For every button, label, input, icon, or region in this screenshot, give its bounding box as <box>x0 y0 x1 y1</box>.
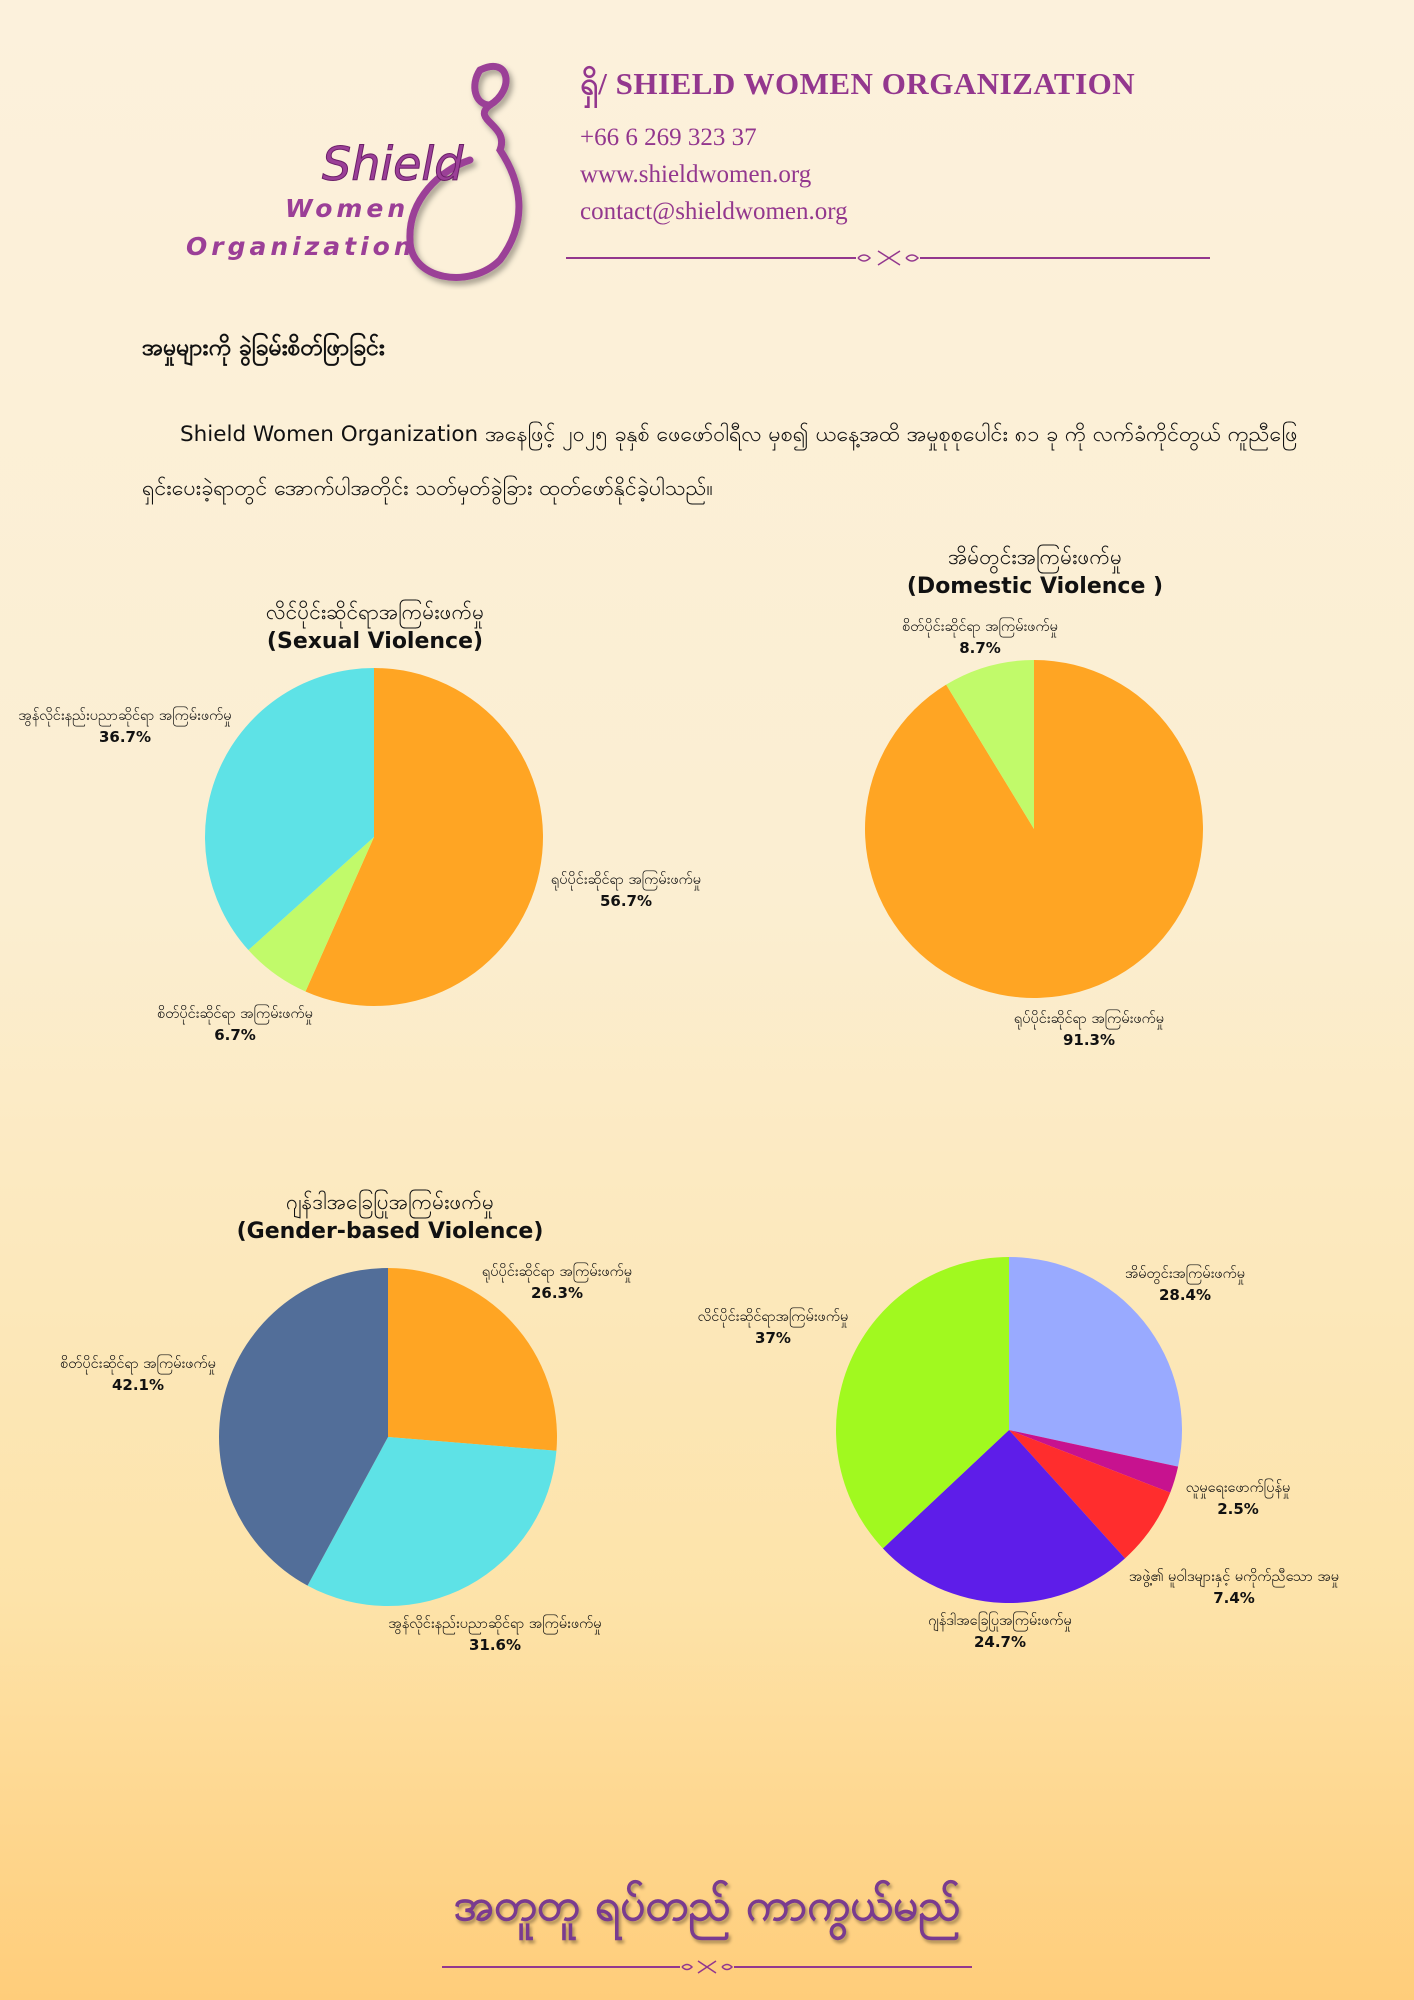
chart4-label-gender-name: ဂျန်ဒါအခြေပြုအကြမ်းဖက်မှု <box>928 1613 1072 1629</box>
intro-paragraph: Shield Women Organization အနေဖြင့် ၂၀၂၅ … <box>142 422 1298 501</box>
chart2-label-psychological: စိတ်ပိုင်းဆိုင်ရာ အကြမ်းဖက်မှု 8.7% <box>895 617 1065 659</box>
footer-slogan: အတူတူ ရပ်တည် ကာကွယ်မည် <box>453 1880 961 1931</box>
chart4-label-social-pct: 2.5% <box>1217 1500 1259 1518</box>
chart4-label-policy-name: အဖွဲ့၏ မူဝါဒများနှင့် မကိုက်ညီသော အမှု <box>1128 1569 1340 1585</box>
chart1-slice-2 <box>204 668 374 951</box>
chart4-label-policy: အဖွဲ့၏ မူဝါဒများနှင့် မကိုက်ညီသော အမှု 7… <box>1114 1567 1354 1609</box>
chart4-label-sexual-pct: 37% <box>755 1329 791 1347</box>
chart3-label-psychological-pct: 42.1% <box>111 1376 165 1394</box>
chart4-label-domestic-pct: 28.4% <box>1158 1286 1212 1304</box>
chart3-slice-0 <box>388 1268 557 1451</box>
chart2-slice-1 <box>946 660 1034 829</box>
chart2-label-psychological-pct: 8.7% <box>959 639 1001 657</box>
chart4-slice-2 <box>1009 1430 1171 1559</box>
chart4-label-gender: ဂျန်ဒါအခြေပြုအကြမ်းဖက်မှု 24.7% <box>920 1611 1080 1653</box>
chart3-label-physical-name: ရုပ်ပိုင်းဆိုင်ရာ အကြမ်းဖက်မှု <box>481 1264 633 1280</box>
footer-divider <box>442 1960 972 1974</box>
chart4-slice-4 <box>836 1257 1009 1549</box>
chart3-label-online-pct: 31.6% <box>468 1636 522 1654</box>
chart4-label-gender-pct: 24.7% <box>973 1633 1027 1651</box>
chart4-label-domestic: အိမ်တွင်းအကြမ်းဖက်မှု 28.4% <box>1110 1264 1260 1306</box>
chart1-pie <box>204 668 543 1006</box>
logo-word: Shield <box>322 137 464 191</box>
chart3-label-physical: ရုပ်ပိုင်းဆိုင်ရာ အကြမ်းဖက်မှု 26.3% <box>472 1262 642 1304</box>
chart2-pie <box>865 660 1203 998</box>
chart1-label-online-name: အွန်လိုင်းနည်းပညာဆိုင်ရာ အကြမ်းဖက်မှု <box>18 708 232 724</box>
chart4-slice-0 <box>1009 1257 1182 1467</box>
chart4-label-social: လူမှုရေးဖောက်ပြန်မှု 2.5% <box>1168 1478 1308 1520</box>
chart1-label-physical-name: ရုပ်ပိုင်းဆိုင်ရာ အကြမ်းဖက်မှု <box>550 872 702 888</box>
chart3-label-psychological-name: စိတ်ပိုင်းဆိုင်ရာ အကြမ်းဖက်မှု <box>60 1356 216 1372</box>
chart3-title-mm: ဂျန်ဒါအခြေပြုအကြမ်းဖက်မှု <box>286 1190 494 1214</box>
chart4-slice-3 <box>882 1430 1126 1603</box>
chart2-label-psychological-name: စိတ်ပိုင်းဆိုင်ရာ အကြမ်းဖက်မှု <box>902 619 1058 635</box>
chart1-label-psychological: စိတ်ပိုင်းဆိုင်ရာ အကြမ်းဖက်မှု 6.7% <box>150 1004 320 1046</box>
chart3-label-online-name: အွန်လိုင်းနည်းပညာဆိုင်ရာ အကြမ်းဖက်မှု <box>388 1616 602 1632</box>
chart4-slice-1 <box>1009 1430 1179 1493</box>
chart3-label-physical-pct: 26.3% <box>530 1284 584 1302</box>
chart3-slice-1 <box>307 1437 557 1606</box>
chart1-slice-0 <box>305 668 543 1006</box>
chart4-label-sexual: လိင်ပိုင်းဆိုင်ရာအကြမ်းဖက်မှု 37% <box>688 1307 858 1349</box>
chart2-title-en: (Domestic Violence ) <box>906 574 1164 599</box>
chart1-title-en: (Sexual Violence) <box>266 629 484 654</box>
chart3-title: ဂျန်ဒါအခြေပြုအကြမ်းဖက်မှု (Gender-based … <box>215 1188 565 1246</box>
logo-line2: Organization <box>186 232 416 261</box>
header-divider <box>566 250 1210 266</box>
chart1-title-mm: လိင်ပိုင်းဆိုင်ရာအကြမ်းဖက်မှု <box>265 600 485 624</box>
section-heading: အမှုများကို ခွဲခြမ်းစိတ်ဖြာခြင်း <box>142 335 385 361</box>
chart1-slice-1 <box>248 837 374 992</box>
chart2-title: အိမ်တွင်းအကြမ်းဖက်မှု (Domestic Violence… <box>860 543 1210 601</box>
chart4-pie <box>836 1257 1182 1603</box>
org-name: ရှိ/ SHIELD WOMEN ORGANIZATION <box>580 66 1136 101</box>
logo-line1: Women <box>285 194 409 223</box>
chart3-pie <box>218 1268 557 1606</box>
chart2-title-mm: အိမ်တွင်းအကြမ်းဖက်မှု <box>948 545 1122 569</box>
chart1-label-psychological-name: စိတ်ပိုင်းဆိုင်ရာ အကြမ်းဖက်မှု <box>157 1006 313 1022</box>
org-email[interactable]: contact@shieldwomen.org <box>580 198 848 225</box>
chart3-title-en: (Gender-based Violence) <box>236 1219 544 1244</box>
chart3-label-online: အွန်လိုင်းနည်းပညာဆိုင်ရာ အကြမ်းဖက်မှု 31… <box>375 1614 615 1656</box>
chart2-label-physical-name: ရုပ်ပိုင်းဆိုင်ရာ အကြမ်းဖက်မှု <box>1013 1011 1165 1027</box>
chart1-label-psychological-pct: 6.7% <box>214 1026 256 1044</box>
chart1-label-online-pct: 36.7% <box>98 728 152 746</box>
chart4-label-policy-pct: 7.4% <box>1213 1589 1255 1607</box>
chart3-label-psychological: စိတ်ပိုင်းဆိုင်ရာ အကြမ်းဖက်မှု 42.1% <box>53 1354 223 1396</box>
chart1-title: လိင်ပိုင်းဆိုင်ရာအကြမ်းဖက်မှု (Sexual Vi… <box>200 598 550 656</box>
chart1-label-physical: ရုပ်ပိုင်းဆိုင်ရာ အကြမ်းဖက်မှု 56.7% <box>541 870 711 912</box>
chart3-slice-2 <box>218 1268 388 1586</box>
shield-logo: Shield Women Organization <box>186 62 523 281</box>
org-info: ရှိ/ SHIELD WOMEN ORGANIZATION +66 6 269… <box>580 64 1135 235</box>
chart2-label-physical: ရုပ်ပိုင်းဆိုင်ရာ အကြမ်းဖက်မှု 91.3% <box>1004 1009 1174 1051</box>
chart4-label-social-name: လူမှုရေးဖောက်ပြန်မှု <box>1185 1480 1291 1496</box>
chart4-label-domestic-name: အိမ်တွင်းအကြမ်းဖက်မှု <box>1124 1266 1246 1282</box>
org-phone: +66 6 269 323 37 <box>580 124 757 151</box>
chart1-label-physical-pct: 56.7% <box>599 892 653 910</box>
chart1-label-online: အွန်လိုင်းနည်းပညာဆိုင်ရာ အကြမ်းဖက်မှု 36… <box>10 706 240 748</box>
org-website[interactable]: www.shieldwomen.org <box>580 161 812 188</box>
chart4-label-sexual-name: လိင်ပိုင်းဆိုင်ရာအကြမ်းဖက်မှု <box>697 1309 849 1325</box>
chart2-label-physical-pct: 91.3% <box>1062 1031 1116 1049</box>
